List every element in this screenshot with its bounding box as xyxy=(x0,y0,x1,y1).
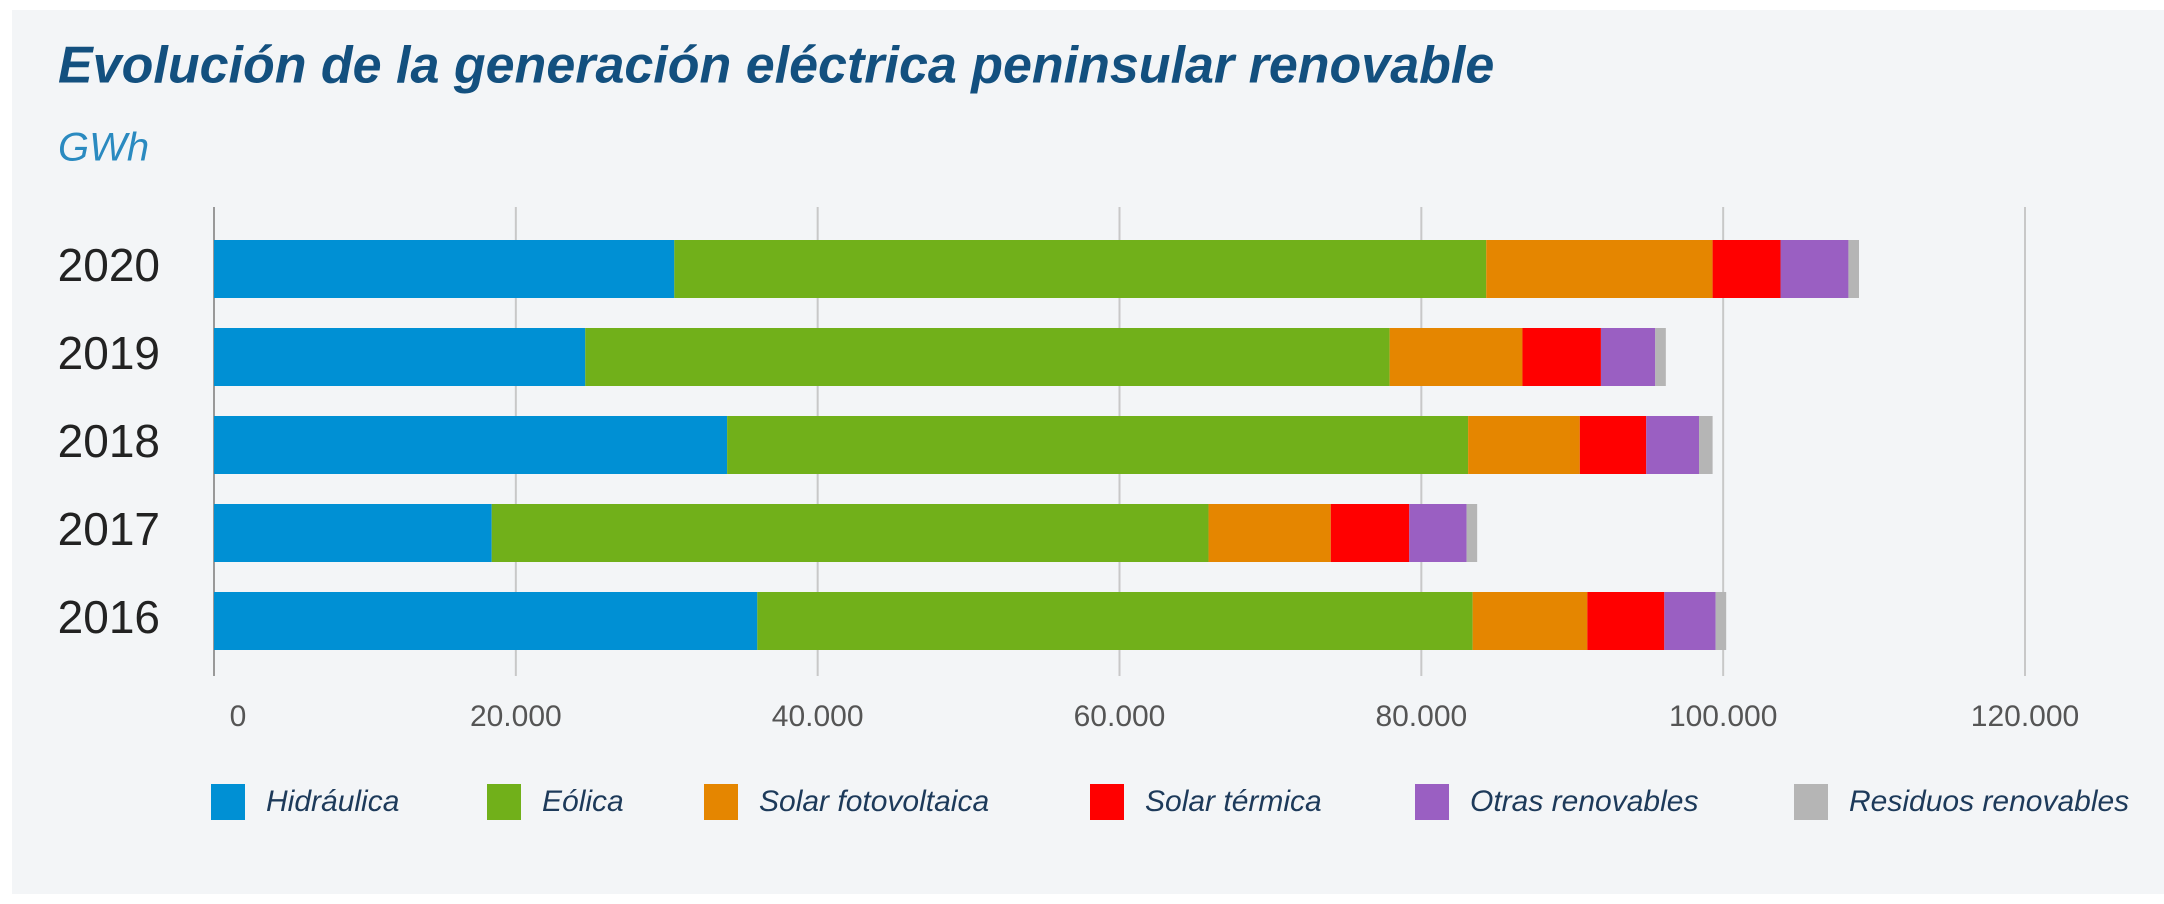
legend-swatch xyxy=(1415,784,1449,820)
legend-label: Residuos renovables xyxy=(1849,785,2129,818)
y-tick-label: 2018 xyxy=(58,415,160,467)
bar-segment xyxy=(674,240,1487,298)
legend-swatch xyxy=(211,784,245,820)
bar-segment xyxy=(757,592,1473,650)
bar-segment xyxy=(1522,328,1601,386)
bar-segment xyxy=(727,416,1469,474)
x-tick-label: 100.000 xyxy=(1669,700,1777,733)
bar-segment xyxy=(1587,592,1665,650)
x-tick-label: 40.000 xyxy=(772,700,864,733)
bar-segment xyxy=(491,504,1209,562)
bar-segment xyxy=(1715,592,1727,650)
bar-segment xyxy=(1472,592,1588,650)
x-tick-label: 20.000 xyxy=(470,700,562,733)
bar-segment xyxy=(214,504,492,562)
bar-segment xyxy=(1646,416,1700,474)
chart-subtitle: GWh xyxy=(58,126,149,170)
x-tick-label: 80.000 xyxy=(1375,700,1467,733)
legend-swatch xyxy=(1090,784,1124,820)
bar-segment xyxy=(1655,328,1666,386)
bar-segment xyxy=(1486,240,1713,298)
bar-segment xyxy=(1780,240,1849,298)
x-tick-label: 60.000 xyxy=(1074,700,1166,733)
bar-segment xyxy=(1409,504,1467,562)
x-tick-label: 120.000 xyxy=(1971,700,2079,733)
y-tick-label: 2019 xyxy=(58,327,160,379)
legend-swatch xyxy=(704,784,738,820)
bar-segment xyxy=(1579,416,1647,474)
legend-label: Otras renovables xyxy=(1470,785,1698,818)
bar-segment xyxy=(1468,416,1580,474)
bar-segment xyxy=(1466,504,1478,562)
legend-swatch xyxy=(1794,784,1828,820)
y-tick-label: 2017 xyxy=(58,503,160,555)
y-tick-label: 2016 xyxy=(58,591,160,643)
bar-segment xyxy=(1330,504,1410,562)
legend-label: Hidráulica xyxy=(266,785,399,818)
bar-segment xyxy=(1664,592,1716,650)
chart-title: Evolución de la generación eléctrica pen… xyxy=(58,37,1494,95)
y-tick-label: 2020 xyxy=(58,239,160,291)
bar-segment xyxy=(214,592,758,650)
bar-segment xyxy=(1848,240,1859,298)
bar-segment xyxy=(214,416,728,474)
bar-segment xyxy=(1389,328,1523,386)
bar-segment xyxy=(585,328,1390,386)
bar-segment xyxy=(1699,416,1713,474)
bar-segment xyxy=(214,240,675,298)
bar-segment xyxy=(1712,240,1781,298)
x-tick-label: 0 xyxy=(230,700,247,733)
bar-segment xyxy=(1600,328,1656,386)
legend-label: Solar térmica xyxy=(1145,785,1322,818)
bar-segment xyxy=(1208,504,1331,562)
bar-segment xyxy=(214,328,586,386)
legend-label: Solar fotovoltaica xyxy=(759,785,989,818)
legend-swatch xyxy=(487,784,521,820)
legend-label: Eólica xyxy=(542,785,624,818)
